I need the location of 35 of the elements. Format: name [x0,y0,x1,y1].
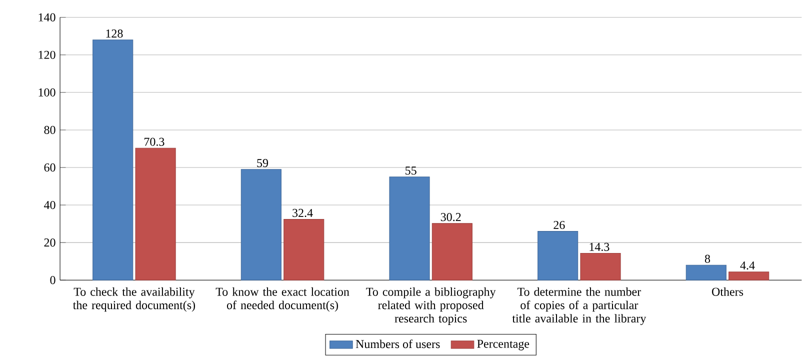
bar [686,264,726,280]
legend-label: Numbers of users [356,339,440,348]
data-label: 59 [257,158,268,167]
y-tick-label: 40 [44,200,56,209]
x-tick-label: To compile a bibliography related with proposed research topics [366,287,496,325]
y-tick-label: 20 [44,238,56,246]
data-label: 8 [704,254,710,263]
legend-label: Percentage [477,340,530,350]
x-tick-label: Others [712,287,744,296]
x-tick-label: To determine the number of copies of a particular title available in the library [512,287,646,325]
data-label: 14.3 [590,242,610,251]
data-label: 70.3 [144,137,164,146]
bar [92,39,134,280]
bar [432,222,472,280]
data-label: 55 [406,166,416,174]
bar [284,218,324,280]
data-label: 32.4 [292,208,313,217]
data-label: 4.4 [740,261,755,270]
y-tick-label: 100 [38,88,56,96]
data-label: 26 [554,220,565,229]
data-label: 128 [106,29,123,38]
y-tick-label: 140 [38,13,56,22]
bar [538,230,578,280]
y-tick-label: 60 [44,163,56,172]
bar [389,176,430,280]
bar [728,271,770,280]
bar [240,168,282,280]
bar [580,252,621,280]
bar [135,148,176,280]
x-tick-label: To check the availability the required document(s) [72,287,196,312]
y-tick-label: 80 [44,126,56,134]
data-label: 30.2 [440,212,461,221]
y-tick-label: 120 [38,50,56,59]
y-tick-label: 0 [50,276,56,284]
x-tick-label: To know the exact location of needed document(s) [216,287,350,312]
